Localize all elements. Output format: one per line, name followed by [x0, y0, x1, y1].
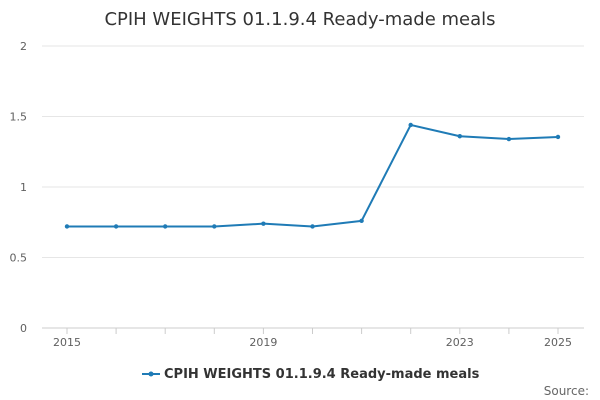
y-axis-ticks: 0 0.5 1 1.5 2 [10, 40, 28, 335]
legend[interactable]: CPIH WEIGHTS 01.1.9.4 Ready-made meals [142, 367, 480, 382]
data-point[interactable] [310, 224, 315, 229]
data-point[interactable] [506, 136, 512, 142]
x-axis: 2015 2019 2023 2025 [42, 327, 584, 349]
series-line [67, 123, 559, 228]
x-tick-label: 2025 [544, 336, 572, 349]
data-point[interactable] [113, 224, 119, 229]
data-point[interactable] [359, 218, 364, 224]
source-label: Source: [544, 384, 589, 398]
x-tick-label: 2023 [446, 336, 474, 349]
grid-lines [42, 45, 584, 258]
series-layer [64, 122, 561, 229]
data-point[interactable] [457, 134, 462, 139]
data-point[interactable] [261, 221, 266, 226]
y-tick-label: 1 [20, 181, 27, 194]
y-tick-label: 0 [20, 322, 27, 335]
data-point[interactable] [64, 224, 70, 229]
data-point[interactable] [408, 122, 413, 128]
x-tick-label: 2015 [53, 336, 81, 349]
y-tick-label: 0.5 [10, 252, 28, 265]
data-point[interactable] [555, 134, 561, 140]
x-tick-label: 2019 [249, 336, 277, 349]
data-point[interactable] [163, 224, 168, 229]
chart-title: CPIH WEIGHTS 01.1.9.4 Ready-made meals [104, 9, 495, 30]
data-point[interactable] [212, 224, 217, 229]
legend-point-marker [148, 371, 154, 377]
y-tick-label: 1.5 [10, 111, 28, 124]
y-tick-label: 2 [20, 40, 27, 53]
legend-label: CPIH WEIGHTS 01.1.9.4 Ready-made meals [164, 367, 480, 382]
